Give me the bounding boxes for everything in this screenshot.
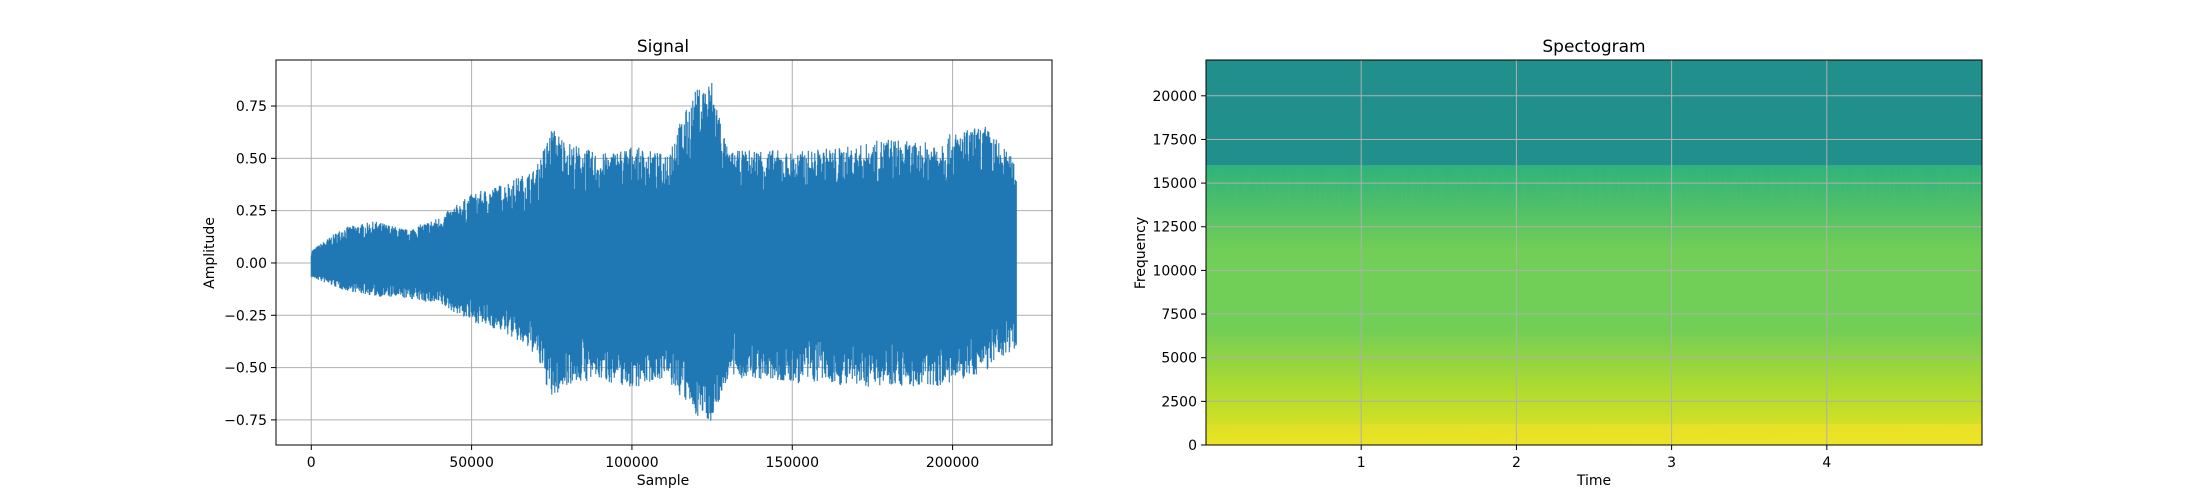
spectrogram-chart: Spectogram 1 2 3 4 0 2500 5000 7500 10000 12500 1… — [1133, 37, 1983, 489]
signal-waveform — [310, 83, 1017, 421]
spectrogram-y-label: Frequency — [1133, 217, 1149, 289]
spectrogram-high-band — [1206, 60, 1982, 166]
signal-x-tick-label: 50000 — [449, 455, 494, 471]
spectrogram-y-tick-label: 15000 — [1152, 176, 1197, 192]
spectrogram-y-tick-label: 10000 — [1152, 263, 1197, 279]
spectrogram-x-ticks: 1 2 3 4 — [1357, 445, 1831, 471]
signal-x-ticks: 0 50000 100000 150000 200000 — [307, 445, 979, 471]
spectrogram-x-tick-label: 3 — [1667, 455, 1676, 471]
spectrogram-y-tick-label: 5000 — [1161, 351, 1197, 367]
spectrogram-y-tick-label: 20000 — [1152, 89, 1197, 105]
spectrogram-x-tick-label: 4 — [1822, 455, 1831, 471]
spectrogram-x-tick-label: 1 — [1357, 455, 1366, 471]
spectrogram-y-tick-label: 12500 — [1152, 220, 1197, 236]
signal-y-tick-label: −0.50 — [224, 361, 267, 377]
signal-x-tick-label: 150000 — [766, 455, 819, 471]
spectrogram-low-band — [1206, 165, 1982, 445]
spectrogram-image — [1205, 60, 1982, 445]
spectrogram-x-label: Time — [1576, 473, 1611, 489]
signal-title: Signal — [637, 37, 689, 57]
signal-x-label: Sample — [637, 473, 690, 489]
signal-chart: Signal 0 50000 100000 150000 200000 −0.75−0.… — [202, 37, 1053, 489]
signal-x-tick-label: 0 — [307, 455, 316, 471]
signal-y-tick-label: −0.25 — [224, 308, 267, 324]
signal-series-line — [310, 83, 1017, 421]
spectrogram-y-ticks: 0 2500 5000 7500 10000 12500 15000 17500 20000 — [1152, 89, 1206, 454]
spectrogram-plot-frame — [1205, 59, 1983, 446]
signal-x-tick-label: 100000 — [605, 455, 658, 471]
spectrogram-y-tick-label: 0 — [1188, 438, 1197, 454]
signal-plot-frame — [275, 59, 1053, 446]
signal-y-tick-label: 0.00 — [236, 256, 267, 272]
spectrogram-y-tick-label: 7500 — [1161, 307, 1197, 323]
spectrogram-y-tick-label: 17500 — [1152, 132, 1197, 148]
spectrogram-y-tick-label: 2500 — [1161, 394, 1197, 410]
signal-y-tick-label: 0.25 — [236, 204, 267, 220]
signal-y-ticks: −0.75 −0.50 −0.25 0.00 0.25 0.50 0.75 — [224, 99, 276, 429]
signal-y-tick-label: 0.50 — [236, 151, 267, 167]
spectrogram-grid — [1206, 60, 1982, 446]
signal-y-label: Amplitude — [202, 217, 218, 289]
spectrogram-x-tick-label: 2 — [1512, 455, 1521, 471]
signal-y-tick-label: 0.75 — [236, 99, 267, 115]
spectrogram-bright-strip — [1206, 424, 1982, 445]
signal-x-tick-label: 200000 — [926, 455, 979, 471]
spectrogram-title: Spectogram — [1542, 37, 1645, 57]
signal-y-tick-label: −0.75 — [224, 413, 267, 429]
